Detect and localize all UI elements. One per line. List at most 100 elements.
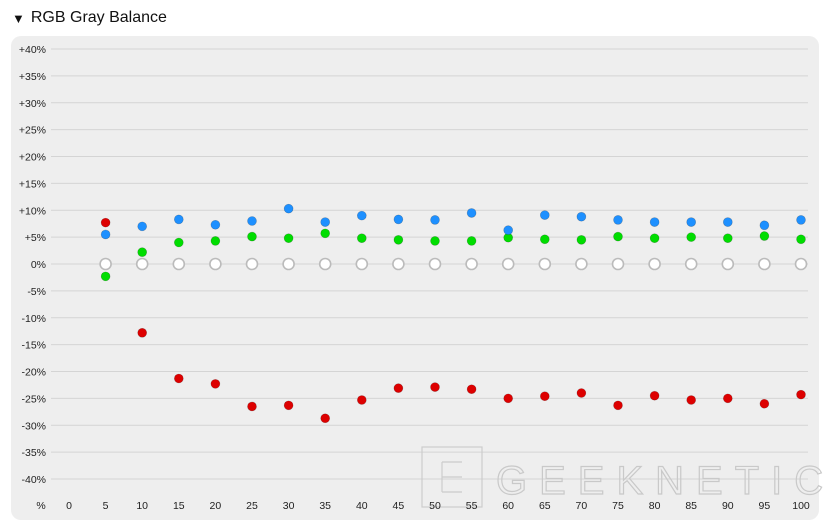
x-axis-unit-label: %: [36, 500, 45, 512]
chart-title: RGB Gray Balance: [30, 9, 167, 26]
x-tick-label: 100: [792, 500, 810, 512]
data-point: [393, 235, 404, 245]
data-point: [393, 383, 404, 393]
y-tick-label: +15%: [19, 178, 46, 190]
y-tick-label: +30%: [19, 98, 46, 110]
data-point: [503, 225, 514, 235]
x-tick-label: 25: [246, 500, 258, 512]
reference-point: [758, 257, 771, 271]
data-point: [210, 219, 221, 230]
reference-point: [648, 257, 661, 271]
data-point: [576, 388, 587, 398]
data-point: [759, 220, 770, 231]
data-point: [356, 210, 367, 221]
x-tick-label: 75: [612, 500, 624, 512]
x-tick-label: 5: [103, 500, 109, 512]
reference-point: [392, 257, 405, 271]
x-tick-label: 80: [649, 500, 661, 512]
data-point: [759, 231, 770, 241]
y-tick-label: +5%: [25, 232, 46, 244]
data-point: [247, 401, 257, 412]
chart-panel: [11, 36, 819, 520]
data-point: [539, 391, 550, 402]
data-point: [100, 271, 111, 282]
reference-point: [245, 257, 259, 271]
reference-point: [135, 257, 149, 271]
reference-point: [611, 257, 625, 271]
data-point: [759, 398, 770, 409]
watermark-logo: GEEKNETIC: [421, 446, 829, 508]
x-tick-label: 65: [539, 500, 551, 512]
data-point: [320, 228, 331, 239]
x-tick-label: 45: [393, 500, 405, 512]
data-point: [796, 389, 806, 400]
x-tick-label: 60: [502, 500, 514, 512]
data-point: [722, 393, 733, 404]
reference-point: [99, 257, 112, 271]
data-point: [430, 236, 440, 246]
reference-point: [355, 257, 369, 271]
data-point: [283, 233, 294, 243]
x-tick-label: 10: [136, 500, 148, 512]
data-points: [99, 203, 808, 424]
data-point: [613, 400, 623, 411]
data-point: [100, 217, 111, 228]
data-point: [686, 232, 697, 242]
data-point: [649, 217, 660, 227]
watermark-text: GEEKNETIC: [496, 459, 829, 503]
reference-point: [318, 257, 332, 271]
section-header[interactable]: ▼ RGB Gray Balance: [12, 7, 167, 29]
x-tick-label: 70: [576, 500, 588, 512]
data-point: [320, 413, 331, 424]
reference-point: [465, 257, 478, 271]
y-tick-label: +35%: [19, 71, 46, 83]
y-tick-label: -10%: [21, 313, 46, 325]
y-tick-label: +40%: [19, 44, 46, 56]
data-point: [539, 210, 550, 220]
x-tick-label: 50: [429, 500, 441, 512]
y-tick-label: 0%: [31, 259, 46, 271]
data-point: [137, 247, 147, 257]
data-point: [576, 235, 587, 245]
data-point: [686, 217, 697, 227]
x-tick-label: 0: [66, 500, 72, 512]
y-tick-label: +20%: [19, 152, 46, 164]
data-point: [320, 217, 331, 227]
y-tick-label: +10%: [19, 205, 46, 217]
reference-point: [172, 257, 186, 271]
y-tick-label: -20%: [21, 367, 46, 379]
data-point: [613, 231, 623, 242]
triangle-down-icon[interactable]: ▼: [12, 10, 25, 26]
data-point: [796, 215, 806, 225]
x-tick-label: 55: [466, 500, 478, 512]
x-tick-label: 40: [356, 500, 368, 512]
reference-point: [575, 257, 588, 271]
data-point: [722, 233, 733, 243]
data-point: [283, 400, 294, 411]
data-point: [649, 233, 660, 243]
x-tick-label: 90: [722, 500, 734, 512]
data-point: [796, 234, 806, 245]
data-point: [100, 229, 111, 240]
data-point: [686, 395, 697, 405]
data-point: [503, 393, 514, 404]
data-point: [430, 382, 440, 392]
reference-point: [721, 257, 735, 271]
data-point: [722, 217, 733, 227]
data-point: [247, 231, 257, 242]
data-point: [466, 384, 477, 395]
data-point: [137, 327, 147, 338]
data-point: [576, 211, 587, 222]
x-axis-ticks: % 0 5 10 15 20 25 30 35 40 45 50 55 60 65 70 75 80 85 90 95 1…: [36, 500, 810, 512]
y-tick-label: -25%: [21, 393, 46, 405]
grid-lines: [51, 48, 808, 480]
reference-point: [501, 257, 515, 271]
y-axis-ticks: +40% +35% +30% +25% +20% +15% +10% +5% 0% -5% -10%…: [19, 44, 46, 486]
data-point: [649, 390, 660, 401]
data-point: [430, 215, 440, 225]
x-tick-label: 30: [283, 500, 295, 512]
y-tick-label: -35%: [21, 447, 46, 459]
data-point: [210, 236, 221, 246]
data-point: [393, 214, 404, 225]
x-tick-label: 20: [210, 500, 222, 512]
